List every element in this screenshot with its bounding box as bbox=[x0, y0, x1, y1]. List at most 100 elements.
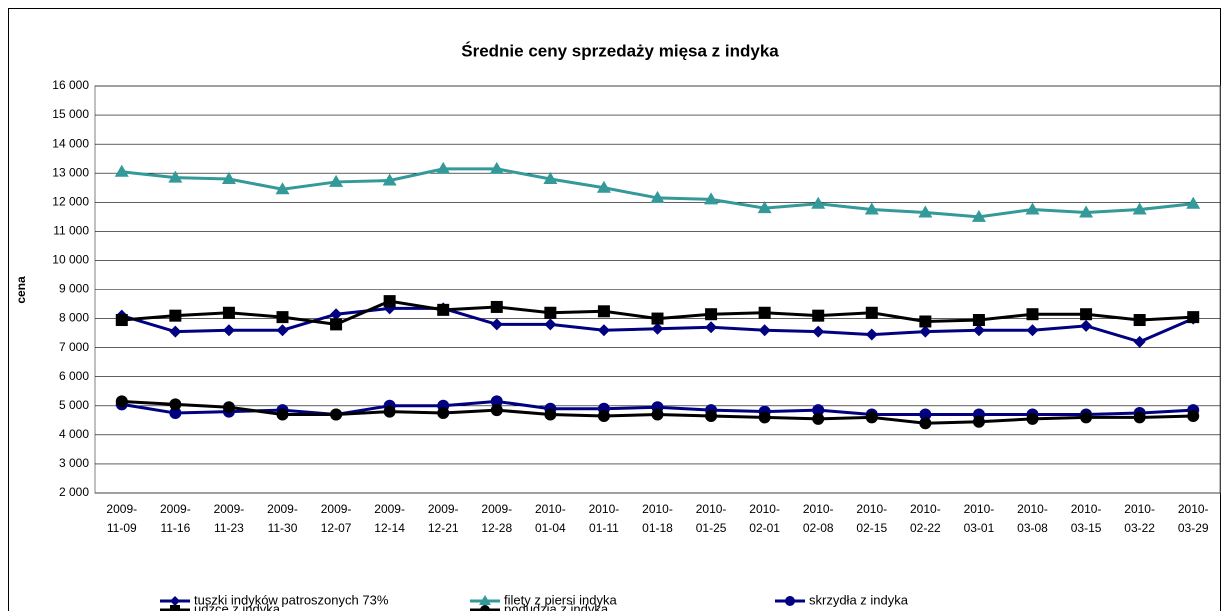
marker bbox=[114, 164, 129, 177]
marker bbox=[812, 412, 825, 425]
x-tick-label: 2010-03-15 bbox=[1071, 502, 1102, 535]
marker bbox=[168, 170, 183, 183]
x-tick-label: 2010-01-11 bbox=[589, 502, 620, 535]
marker bbox=[704, 192, 719, 205]
y-axis-label: cena bbox=[14, 276, 28, 304]
legend-label: podudzia z indyka bbox=[504, 601, 609, 611]
x-tick-label: 2009-11-16 bbox=[160, 502, 191, 535]
marker bbox=[972, 415, 985, 428]
marker bbox=[1186, 196, 1201, 209]
marker bbox=[597, 409, 610, 422]
chart-title: Średnie ceny sprzedaży mięsa z indyka bbox=[461, 41, 779, 60]
x-tick-label: 2009-12-28 bbox=[481, 502, 512, 535]
marker bbox=[544, 318, 557, 331]
y-tick-label: 2 000 bbox=[59, 485, 89, 499]
y-tick-label: 15 000 bbox=[52, 107, 89, 121]
marker bbox=[170, 596, 180, 606]
x-tick-label: 2009-12-21 bbox=[428, 502, 459, 535]
marker bbox=[330, 308, 343, 321]
x-tick-label: 2009-11-23 bbox=[214, 502, 245, 535]
marker bbox=[865, 306, 878, 319]
marker bbox=[972, 324, 985, 337]
marker bbox=[169, 309, 182, 322]
y-tick-label: 11 000 bbox=[53, 224, 89, 238]
marker bbox=[383, 295, 396, 308]
y-tick-label: 5 000 bbox=[59, 398, 89, 412]
marker bbox=[276, 324, 289, 337]
x-tick-label: 2010-01-25 bbox=[696, 502, 727, 535]
marker bbox=[865, 411, 878, 424]
marker bbox=[758, 411, 771, 424]
marker bbox=[1187, 311, 1200, 324]
marker bbox=[596, 180, 611, 193]
y-tick-label: 8 000 bbox=[59, 311, 89, 325]
y-tick-label: 7 000 bbox=[59, 340, 89, 354]
y-tick-label: 14 000 bbox=[52, 136, 89, 150]
marker bbox=[275, 182, 290, 195]
x-tick-label: 2010-03-08 bbox=[1017, 502, 1048, 535]
marker bbox=[222, 401, 235, 414]
marker bbox=[812, 309, 825, 322]
marker bbox=[1133, 411, 1146, 424]
marker bbox=[1133, 314, 1146, 327]
marker bbox=[1132, 202, 1147, 215]
marker bbox=[115, 395, 128, 408]
y-tick-label: 10 000 bbox=[52, 253, 89, 267]
y-tick-label: 16 000 bbox=[52, 78, 89, 92]
marker bbox=[1026, 412, 1039, 425]
marker bbox=[919, 417, 932, 430]
legend-label: skrzydła z indyka bbox=[809, 592, 909, 607]
marker bbox=[864, 202, 879, 215]
legend-label: filety z piersi indyka bbox=[504, 592, 617, 607]
marker bbox=[919, 408, 932, 421]
x-tick-label: 2010-01-18 bbox=[642, 502, 673, 535]
marker bbox=[1026, 308, 1039, 321]
marker bbox=[1133, 335, 1146, 348]
x-tick-label: 2010-03-29 bbox=[1178, 502, 1209, 535]
marker bbox=[812, 325, 825, 338]
marker bbox=[490, 318, 503, 331]
marker bbox=[169, 325, 182, 338]
x-tick-label: 2010-02-15 bbox=[856, 502, 887, 535]
marker bbox=[1079, 205, 1094, 218]
marker bbox=[115, 314, 128, 327]
marker bbox=[651, 408, 664, 421]
marker bbox=[276, 311, 289, 324]
marker bbox=[490, 300, 503, 313]
marker bbox=[480, 605, 490, 611]
marker bbox=[382, 173, 397, 186]
marker bbox=[1080, 308, 1093, 321]
marker bbox=[972, 314, 985, 327]
y-tick-label: 3 000 bbox=[59, 456, 89, 470]
marker bbox=[1080, 319, 1093, 332]
y-tick-label: 12 000 bbox=[52, 194, 89, 208]
x-tick-label: 2009-12-14 bbox=[374, 502, 405, 535]
marker bbox=[758, 324, 771, 337]
marker bbox=[329, 174, 344, 187]
marker bbox=[330, 318, 343, 331]
x-tick-label: 2010-02-01 bbox=[749, 502, 780, 535]
marker bbox=[544, 408, 557, 421]
marker bbox=[222, 324, 235, 337]
marker bbox=[705, 409, 718, 422]
x-tick-label: 2010-02-22 bbox=[910, 502, 941, 535]
marker bbox=[276, 408, 289, 421]
marker bbox=[1025, 202, 1040, 215]
marker bbox=[222, 306, 235, 319]
marker bbox=[919, 325, 932, 338]
marker bbox=[705, 321, 718, 334]
marker bbox=[544, 306, 557, 319]
marker bbox=[650, 190, 665, 203]
marker bbox=[785, 596, 795, 606]
marker bbox=[330, 408, 343, 421]
marker bbox=[490, 404, 503, 417]
marker bbox=[436, 161, 451, 174]
marker bbox=[1080, 411, 1093, 424]
marker bbox=[490, 395, 503, 408]
marker bbox=[479, 595, 491, 605]
marker bbox=[169, 398, 182, 411]
marker bbox=[919, 315, 932, 328]
x-tick-label: 2009-12-07 bbox=[321, 502, 352, 535]
